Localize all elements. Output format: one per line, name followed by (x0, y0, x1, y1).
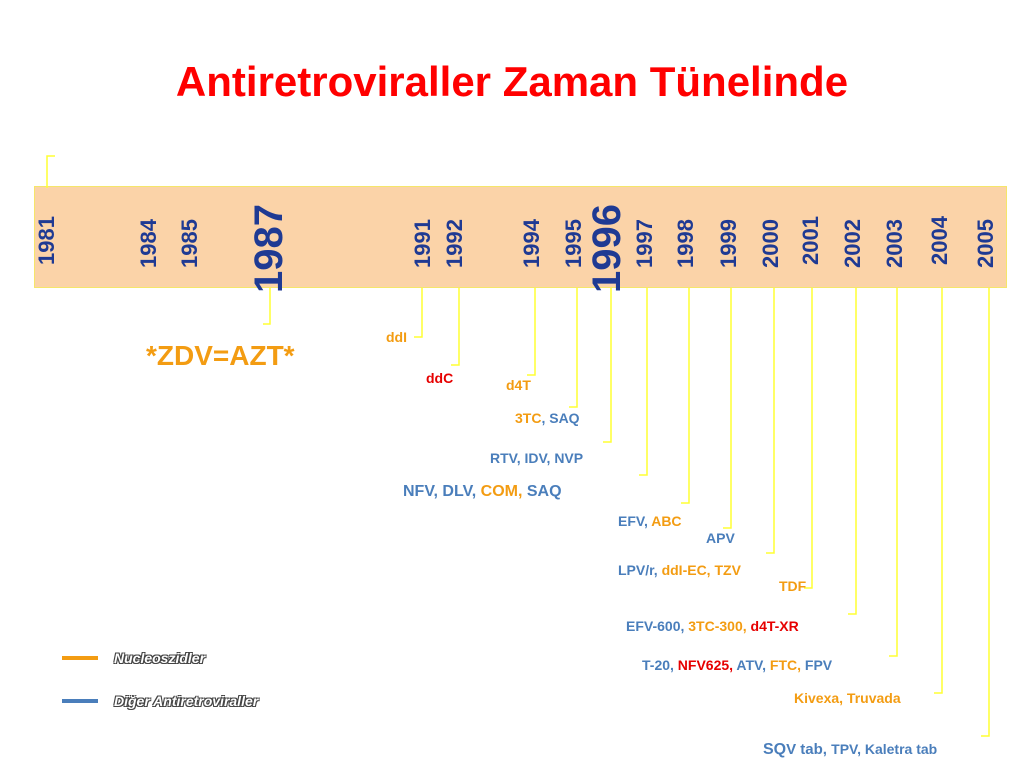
connector-1999 (723, 288, 732, 529)
year-2000: 2000 (758, 219, 783, 268)
connector-2001 (804, 288, 813, 589)
event-1997-other-b: SAQ (526, 483, 562, 500)
connector-1994 (527, 288, 536, 376)
year-1992: 1992 (442, 219, 467, 268)
connector-1997 (639, 288, 648, 476)
event-2000-other: LPV/r, (618, 562, 662, 578)
event-1998-other: EFV, (618, 513, 652, 529)
event-1995-nucleoside: 3TC (515, 410, 542, 426)
event-1997: NFV, DLV, COM, SAQ (403, 484, 562, 500)
event-1994: d4T (506, 377, 531, 393)
event-1999: APV (706, 530, 735, 546)
event-1998-nucleoside: ABC (651, 513, 682, 529)
legend-nucleoside-label: Nucleoszidler (114, 650, 206, 666)
year-1994: 1994 (519, 219, 544, 268)
event-1996: RTV, IDV, NVP (490, 450, 584, 466)
connector-2000 (766, 288, 775, 554)
connector-1995 (569, 288, 578, 408)
event-2002-other: EFV-600, (626, 618, 689, 634)
event-1995: 3TC, SAQ (515, 411, 580, 425)
connector-1996 (603, 288, 612, 443)
event-2002-nucleoside: 3TC-300, (688, 618, 751, 634)
event-2002-highlight: d4T-XR (750, 618, 799, 634)
connector-1987 (263, 288, 271, 325)
year-1981: 1981 (34, 216, 59, 265)
year-1984: 1984 (136, 219, 161, 268)
legend-nucleoside-swatch (62, 656, 98, 660)
year-2003: 2003 (882, 219, 907, 268)
timeline-band (34, 186, 1007, 288)
connector-2005 (981, 288, 990, 737)
year-1999: 1999 (716, 219, 741, 268)
event-2005-rest: TPV, Kaletra tab (831, 741, 938, 757)
legend-other-swatch (62, 699, 98, 703)
zdv-note: *ZDV=AZT* (146, 340, 295, 371)
event-2003-other-a: T-20, (642, 657, 678, 673)
year-1995: 1995 (561, 219, 586, 268)
connector-2002 (848, 288, 857, 615)
event-2005-sq: SQ (763, 741, 787, 758)
event-1995-other: , SAQ (541, 410, 580, 426)
connector-1992 (451, 288, 460, 366)
connector-1998 (681, 288, 690, 504)
event-2000-nucleoside: ddI-EC, TZV (661, 562, 741, 578)
year-2001: 2001 (798, 216, 823, 265)
connector-2004 (934, 288, 943, 694)
event-2003-highlight: NFV625, (677, 657, 737, 673)
year-1987: 1987 (247, 204, 291, 293)
event-1991: ddI (386, 329, 407, 345)
connector-1991 (414, 288, 423, 338)
year-1985: 1985 (177, 219, 202, 268)
connector-1981 (46, 155, 55, 188)
event-1992: ddC (426, 370, 454, 386)
event-2003-other-b: ATV, (736, 657, 770, 673)
year-1996: 1996 (585, 204, 629, 293)
event-2001: TDF (779, 578, 807, 594)
event-1997-other-a: NFV, DLV, (403, 483, 481, 500)
event-2002: EFV-600, 3TC-300, d4T-XR (626, 619, 799, 633)
event-2003-nucleoside: FTC, (769, 657, 805, 673)
year-2004: 2004 (927, 216, 952, 265)
event-2000: LPV/r, ddI-EC, TZV (618, 563, 741, 577)
year-2005: 2005 (973, 219, 998, 268)
year-1991: 1991 (410, 219, 435, 268)
event-1998: EFV, ABC (618, 514, 682, 528)
event-2003-other-c: FPV (804, 657, 833, 673)
year-2002: 2002 (840, 219, 865, 268)
page-title: Antiretroviraller Zaman Tünelinde (175, 58, 849, 105)
year-1998: 1998 (673, 219, 698, 268)
event-2004: Kivexa, Truvada (794, 690, 901, 706)
event-1997-nucleoside: COM, (480, 483, 527, 500)
legend-other-label: Diğer Antiretroviraller (114, 693, 259, 709)
event-2005: SQV tab, TPV, Kaletra tab (763, 742, 937, 758)
event-2005-vtab: V tab, (786, 741, 832, 758)
year-1997: 1997 (632, 219, 657, 268)
event-2003: T-20, NFV625, ATV, FTC, FPV (642, 658, 832, 672)
connector-2003 (889, 288, 898, 657)
